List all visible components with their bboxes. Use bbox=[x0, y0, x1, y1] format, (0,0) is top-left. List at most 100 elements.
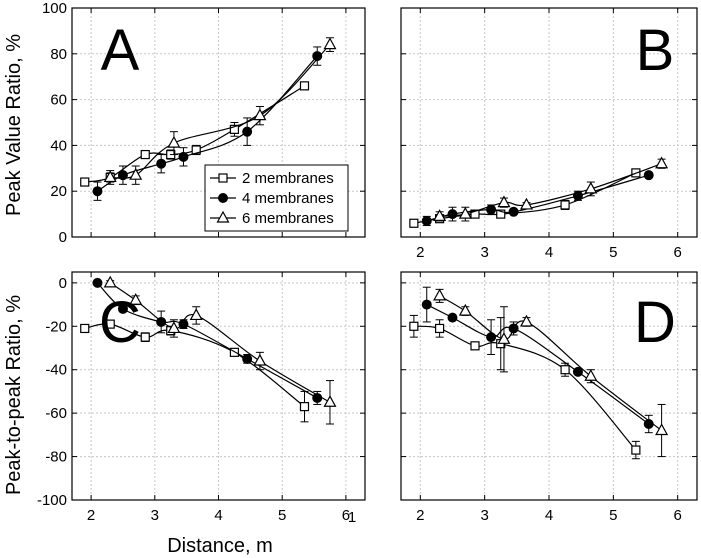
data-point bbox=[421, 299, 432, 310]
data-point bbox=[496, 209, 506, 219]
data-point bbox=[129, 292, 143, 305]
data-point bbox=[92, 186, 103, 197]
data-point bbox=[117, 303, 128, 314]
series-line bbox=[426, 304, 650, 425]
data-point bbox=[253, 353, 267, 366]
data-point bbox=[519, 197, 533, 210]
y-tick-label: 100 bbox=[42, 0, 67, 17]
y-tick-label: 0 bbox=[59, 229, 67, 246]
data-point bbox=[323, 37, 337, 50]
y-tick-label: 0 bbox=[59, 275, 67, 292]
data-point bbox=[643, 170, 654, 181]
panel-letter: A bbox=[101, 18, 140, 83]
data-point bbox=[167, 135, 181, 148]
data-point bbox=[80, 177, 90, 187]
data-point bbox=[584, 368, 598, 381]
data-point bbox=[584, 181, 598, 194]
panel-a: 0 20 40 60 80 100 A 2 membranes 4 membranes 6 mem… bbox=[42, 0, 366, 246]
x-tick-label: 4 bbox=[545, 244, 553, 261]
data-point bbox=[178, 319, 189, 330]
series-6-membranes bbox=[103, 275, 337, 425]
panel-b: 2 3 4 5 6 B bbox=[400, 7, 698, 261]
data-point bbox=[560, 365, 570, 375]
data-point bbox=[655, 423, 669, 436]
data-point bbox=[470, 209, 480, 219]
data-point bbox=[458, 206, 472, 219]
series-6-membranes bbox=[433, 156, 669, 222]
x-axis-label: Distance, m bbox=[167, 535, 273, 557]
data-point bbox=[421, 215, 432, 226]
data-point bbox=[409, 321, 419, 331]
y-tick-label: -40 bbox=[45, 362, 67, 379]
x-tick-label: 6 bbox=[674, 244, 682, 261]
data-point bbox=[560, 200, 570, 210]
y-axis-label-bottom: Peak-to-peak Ratio, % bbox=[3, 295, 25, 495]
panel-c: 2 3 4 5 6 0 -20 -40 -60 -80 -100 C bbox=[37, 271, 366, 524]
data-point bbox=[497, 332, 511, 344]
panel-letter: D bbox=[634, 290, 676, 355]
data-point bbox=[80, 323, 90, 334]
data-point bbox=[242, 353, 253, 364]
data-point bbox=[572, 366, 583, 377]
y-tick-label: -60 bbox=[45, 405, 67, 422]
data-point bbox=[470, 341, 480, 351]
data-point bbox=[156, 158, 167, 169]
x-tick-label: 5 bbox=[609, 507, 617, 524]
panel-d: 2 3 4 5 6 D bbox=[400, 271, 698, 524]
panel-letter: B bbox=[636, 18, 675, 83]
stray-tick-label: 1 bbox=[348, 509, 356, 526]
data-point bbox=[508, 206, 519, 217]
legend-marker bbox=[218, 193, 228, 203]
x-tick-label: 2 bbox=[416, 244, 424, 261]
data-point bbox=[103, 170, 117, 183]
y-axis-label-top: Peak Value Ratio, % bbox=[3, 34, 25, 216]
series-line bbox=[426, 174, 649, 222]
data-point bbox=[167, 321, 181, 334]
data-point bbox=[140, 332, 150, 342]
data-point bbox=[458, 303, 472, 316]
series-line bbox=[413, 325, 637, 451]
data-point bbox=[103, 275, 117, 288]
x-tick-label: 3 bbox=[151, 507, 159, 524]
series-4-membranes bbox=[92, 46, 323, 201]
data-point bbox=[312, 51, 323, 62]
x-tick-label: 3 bbox=[480, 244, 488, 261]
series-line bbox=[109, 282, 331, 403]
data-point bbox=[242, 126, 253, 137]
series-4-membranes bbox=[92, 277, 323, 405]
data-point bbox=[447, 209, 458, 220]
x-tick-label: 2 bbox=[416, 507, 424, 524]
data-point bbox=[435, 323, 445, 334]
series-line bbox=[110, 44, 331, 179]
data-point bbox=[655, 156, 669, 169]
data-point bbox=[631, 445, 641, 455]
data-point bbox=[129, 167, 143, 180]
y-tick-label: -100 bbox=[37, 492, 67, 509]
series-4-membranes bbox=[421, 286, 654, 434]
data-point bbox=[409, 218, 419, 228]
panel-letter: C bbox=[99, 290, 141, 355]
legend-label: 4 membranes bbox=[242, 190, 334, 207]
series-6-membranes bbox=[103, 37, 337, 185]
series-line bbox=[439, 295, 662, 431]
data-point bbox=[105, 319, 115, 329]
y-tick-label: -20 bbox=[45, 318, 67, 335]
x-tick-label: 4 bbox=[545, 507, 553, 524]
data-point bbox=[189, 308, 203, 321]
series-6-membranes bbox=[433, 288, 669, 458]
legend-label: 6 membranes bbox=[242, 210, 334, 227]
legend-marker bbox=[216, 210, 230, 223]
x-tick-label: 6 bbox=[674, 507, 682, 524]
data-point bbox=[497, 195, 511, 208]
data-point bbox=[178, 151, 189, 162]
y-tick-label: 60 bbox=[50, 92, 67, 109]
y-tick-label: 40 bbox=[50, 137, 67, 154]
data-point bbox=[253, 108, 267, 121]
data-point bbox=[117, 170, 128, 181]
x-tick-label: 3 bbox=[480, 507, 488, 524]
data-point bbox=[92, 277, 103, 288]
data-point bbox=[447, 312, 458, 323]
data-point bbox=[323, 395, 337, 407]
